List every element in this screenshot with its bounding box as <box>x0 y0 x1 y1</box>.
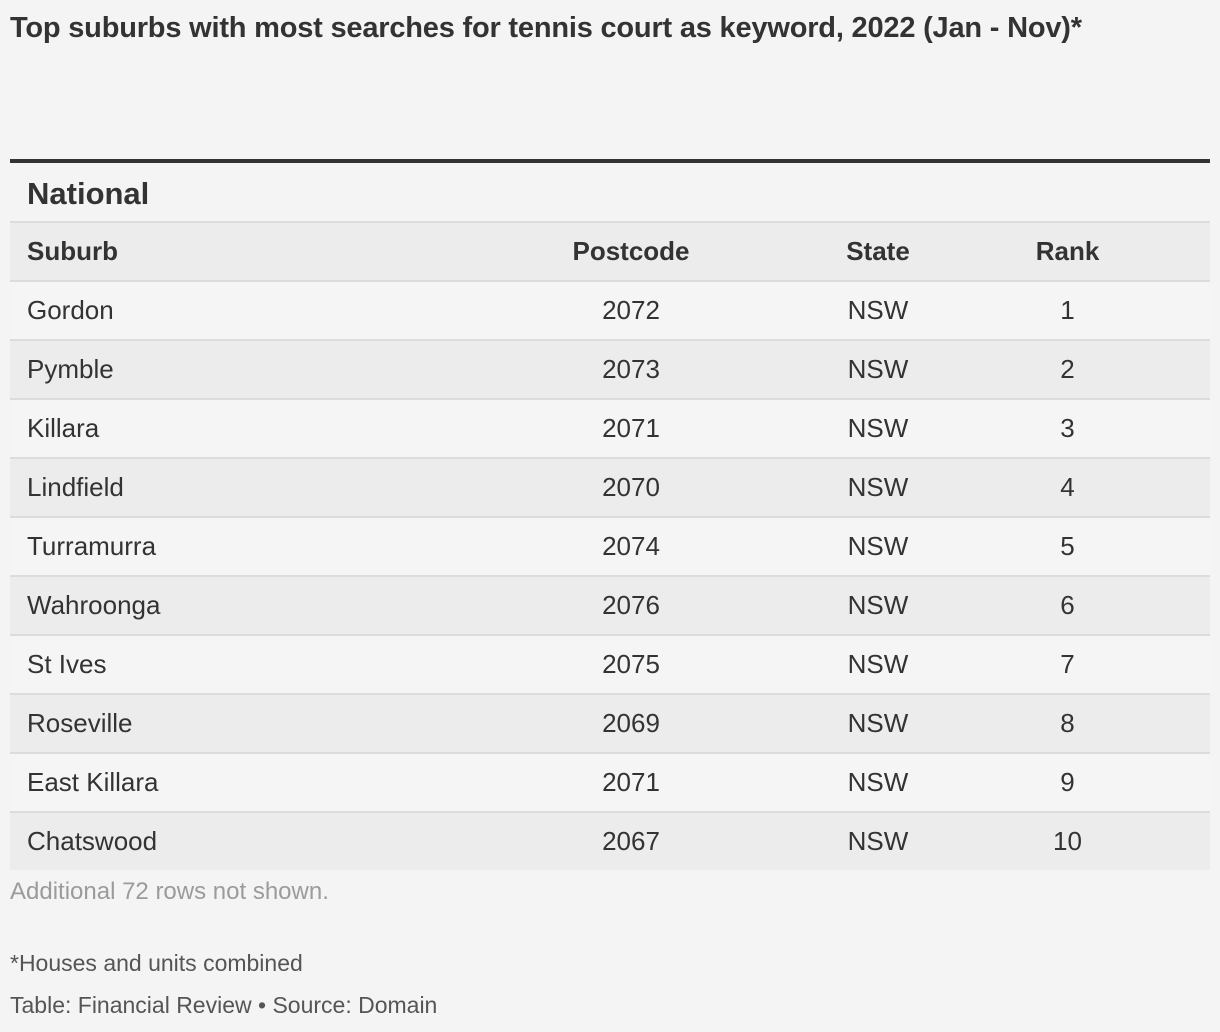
cell-state: NSW <box>847 413 909 443</box>
column-header-suburb: Suburb <box>27 236 118 266</box>
cell-rank: 4 <box>1060 472 1075 502</box>
page-title: Top suburbs with most searches for tenni… <box>10 12 1082 44</box>
cell-suburb: Wahroonga <box>27 590 161 620</box>
cell-state: NSW <box>847 295 909 325</box>
cell-postcode: 2075 <box>602 649 660 679</box>
cell-state: NSW <box>847 472 909 502</box>
footnote: *Houses and units combined <box>10 950 303 976</box>
cell-postcode: 2073 <box>602 354 660 384</box>
table-row: East Killara 2071 NSW 9 <box>10 753 1210 812</box>
cell-suburb: Chatswood <box>27 826 158 856</box>
cell-state: NSW <box>847 354 909 384</box>
table-row: Turramurra 2074 NSW 5 <box>10 517 1210 576</box>
cell-suburb: East Killara <box>27 767 159 797</box>
cell-rank: 3 <box>1060 413 1075 443</box>
cell-postcode: 2072 <box>602 295 660 325</box>
table-row: Lindfield 2070 NSW 4 <box>10 458 1210 517</box>
table-row: Roseville 2069 NSW 8 <box>10 694 1210 753</box>
data-table: Suburb Postcode State Rank Gordon 2072 N… <box>10 221 1210 870</box>
table-row: St Ives 2075 NSW 7 <box>10 635 1210 694</box>
table-row: Wahroonga 2076 NSW 6 <box>10 576 1210 635</box>
cell-rank: 10 <box>1053 826 1082 856</box>
cell-state: NSW <box>847 708 909 738</box>
table-row: Pymble 2073 NSW 2 <box>10 340 1210 399</box>
data-table-section: National Suburb Postcode State Rank Gord… <box>10 159 1210 870</box>
table-header-row: Suburb Postcode State Rank <box>10 222 1210 281</box>
cell-rank: 9 <box>1060 767 1075 797</box>
cell-rank: 7 <box>1060 649 1075 679</box>
cell-postcode: 2074 <box>602 531 660 561</box>
cell-suburb: Turramurra <box>27 531 157 561</box>
cell-rank: 5 <box>1060 531 1075 561</box>
table-row: Killara 2071 NSW 3 <box>10 399 1210 458</box>
section-title: National <box>27 176 150 211</box>
cell-state: NSW <box>847 826 909 856</box>
cell-rank: 1 <box>1060 295 1075 325</box>
cell-suburb: Gordon <box>27 295 114 325</box>
cell-postcode: 2071 <box>602 767 660 797</box>
table-row: Gordon 2072 NSW 1 <box>10 281 1210 340</box>
cell-postcode: 2070 <box>602 472 660 502</box>
table-row: Chatswood 2067 NSW 10 <box>10 812 1210 870</box>
cell-postcode: 2071 <box>602 413 660 443</box>
cell-state: NSW <box>847 649 909 679</box>
cell-postcode: 2076 <box>602 590 660 620</box>
column-header-rank: Rank <box>1035 236 1100 266</box>
cell-state: NSW <box>847 590 909 620</box>
cell-rank: 8 <box>1060 708 1075 738</box>
source-credit: Table: Financial Review • Source: Domain <box>10 992 438 1018</box>
cell-state: NSW <box>847 767 909 797</box>
column-header-state: State <box>846 236 910 266</box>
column-header-postcode: Postcode <box>572 236 690 266</box>
cell-rank: 2 <box>1060 354 1075 384</box>
cell-suburb: Lindfield <box>27 472 124 502</box>
cell-postcode: 2069 <box>602 708 660 738</box>
rows-not-shown-note: Additional 72 rows not shown. <box>10 878 329 905</box>
cell-rank: 6 <box>1060 590 1075 620</box>
cell-state: NSW <box>847 531 909 561</box>
cell-suburb: Pymble <box>27 354 114 384</box>
cell-suburb: Roseville <box>27 708 133 738</box>
cell-postcode: 2067 <box>602 826 660 856</box>
cell-suburb: St Ives <box>27 649 107 679</box>
cell-suburb: Killara <box>27 413 100 443</box>
